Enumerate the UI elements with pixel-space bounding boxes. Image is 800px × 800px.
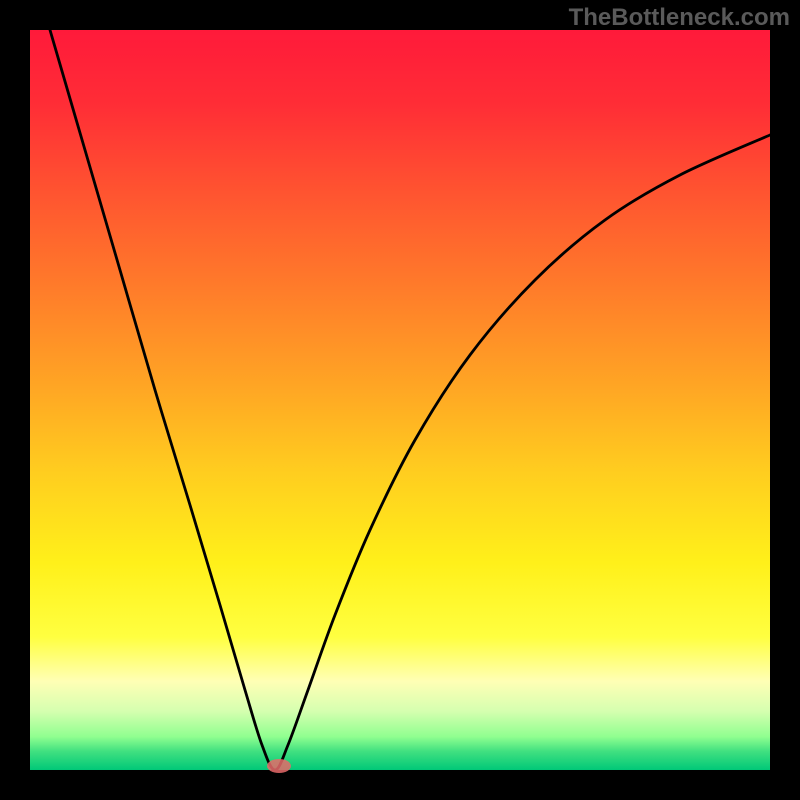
bottleneck-curve: [50, 30, 770, 770]
watermark-text: TheBottleneck.com: [569, 4, 790, 32]
plot-area: [30, 30, 770, 770]
chart-container: TheBottleneck.com: [0, 0, 800, 800]
bottleneck-curve-svg: [30, 30, 770, 770]
apex-marker: [267, 759, 291, 773]
